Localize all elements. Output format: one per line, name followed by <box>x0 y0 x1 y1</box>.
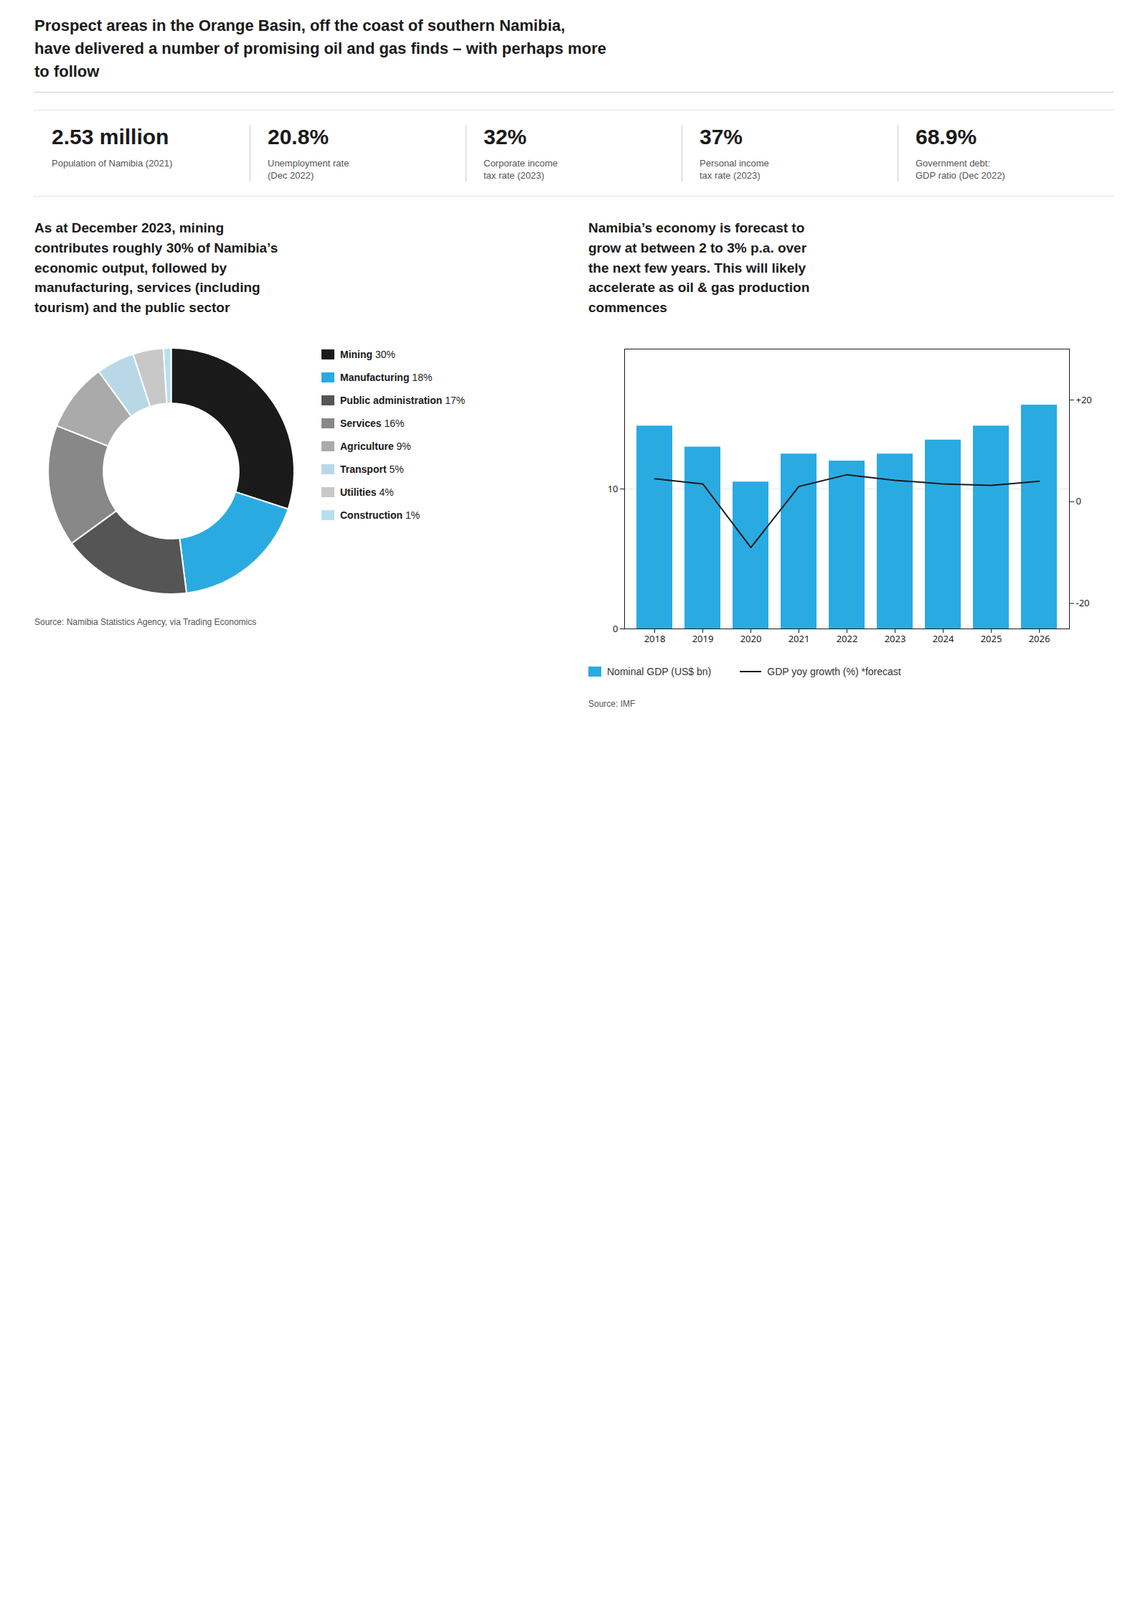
html-text:20.8%: 20.8% <box>267 124 329 149</box>
svg-text:-20: -20 <box>1076 596 1090 610</box>
html-text:37%: 37% <box>699 124 743 149</box>
svg-text:+20: +20 <box>1076 393 1093 407</box>
html-text:Construction 1%: Construction 1% <box>340 509 420 522</box>
svg-text:2019: 2019 <box>692 632 714 646</box>
svg-text:0: 0 <box>1076 495 1082 508</box>
html-text:Public administration 17%: Public administration 17% <box>340 394 466 407</box>
html-text:Utilities 4%: Utilities 4% <box>340 486 394 499</box>
html-text:Agriculture 9%: Agriculture 9% <box>340 440 411 453</box>
html-text:Source: Namibia Statistics Age: Source: Namibia Statistics Agency, via T… <box>34 617 257 628</box>
html-text:Services 16%: Services 16% <box>340 417 405 430</box>
html-text:Mining 30%: Mining 30% <box>340 348 396 361</box>
svg-text:2025: 2025 <box>980 632 1003 646</box>
html-text:2.53 million: 2.53 million <box>51 124 169 149</box>
html-text:Source: IMF: Source: IMF <box>588 698 636 710</box>
html-text:Unemployment rate (Dec 2022): Unemployment rate (Dec 2022) <box>267 157 350 181</box>
html-text:Prospect areas in the Orange B: Prospect areas in the Orange Basin, off … <box>34 16 607 81</box>
html-text:Corporate income tax rate (202: Corporate income tax rate (2023) <box>483 157 558 181</box>
svg-text:2024: 2024 <box>932 632 955 646</box>
svg-text:2021: 2021 <box>788 632 811 646</box>
html-text:Population of Namibia (2021): Population of Namibia (2021) <box>51 157 173 169</box>
html-text:GDP yoy growth (%) *forecast: GDP yoy growth (%) *forecast <box>767 665 901 678</box>
html-text:Manufacturing 18%: Manufacturing 18% <box>340 371 433 384</box>
html-text:68.9%: 68.9% <box>915 124 977 149</box>
html-text:Namibia’s economy is forecast: Namibia’s economy is forecast to grow at… <box>588 220 810 315</box>
html-text:Transport 5%: Transport 5% <box>340 463 404 476</box>
svg-text:2023: 2023 <box>884 632 907 646</box>
svg-text:2022: 2022 <box>836 632 859 646</box>
svg-text:10: 10 <box>607 482 619 496</box>
html-text:Nominal GDP (US$ bn): Nominal GDP (US$ bn) <box>607 665 712 678</box>
html-text:32%: 32% <box>483 124 527 149</box>
html-text:As at December 2023, mining co: As at December 2023, mining contributes … <box>34 220 278 315</box>
html-text:Government debt: GDP ratio (De: Government debt: GDP ratio (Dec 2022) <box>915 157 1006 181</box>
svg-text:0: 0 <box>612 622 618 635</box>
svg-text:2018: 2018 <box>644 632 666 646</box>
html-text:Personal income tax rate (2023: Personal income tax rate (2023) <box>699 157 770 181</box>
svg-text:2020: 2020 <box>740 632 762 646</box>
svg-text:2026: 2026 <box>1028 632 1051 646</box>
